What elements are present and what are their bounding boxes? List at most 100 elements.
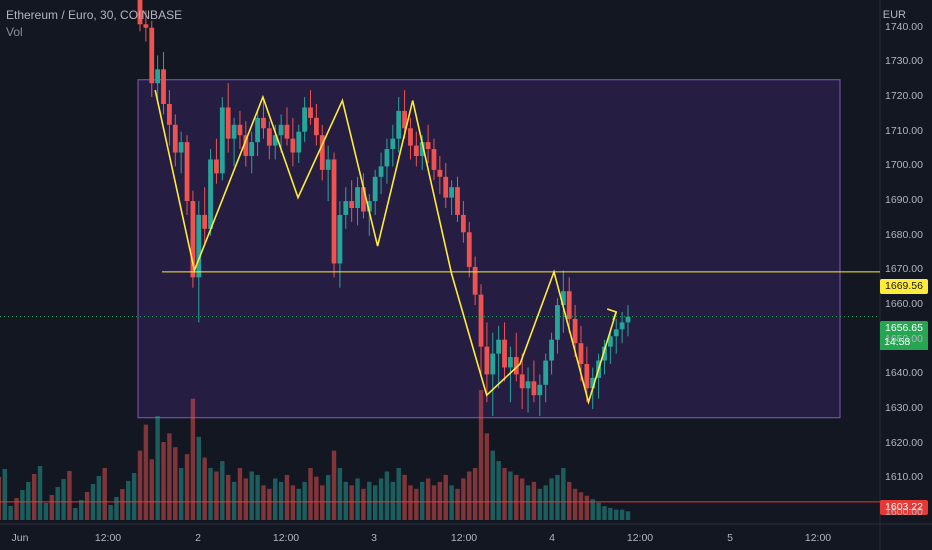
price-tick-label: 1690.00 xyxy=(885,194,923,207)
candle-body xyxy=(584,364,590,389)
candle-body xyxy=(161,69,166,104)
candle-body xyxy=(431,149,437,170)
candle-body xyxy=(149,27,155,84)
volume-bar xyxy=(519,478,525,520)
volume-bar xyxy=(367,481,372,520)
price-tick-label: 1600.00 xyxy=(885,506,923,519)
volume-bar xyxy=(278,481,284,520)
volume-bar xyxy=(514,474,519,520)
volume-bar xyxy=(402,474,407,520)
volume-bar xyxy=(79,500,84,520)
volume-bar xyxy=(408,485,413,520)
candle-body xyxy=(572,318,578,344)
time-tick-label: 5 xyxy=(727,532,733,544)
candle-countdown: 14:58 xyxy=(880,335,928,350)
candle-body xyxy=(625,316,631,323)
price-tick-label: 1620.00 xyxy=(885,436,923,449)
volume-bar xyxy=(302,481,307,520)
candle-body xyxy=(243,135,249,156)
volume-bar xyxy=(614,509,619,520)
volume-bar xyxy=(537,488,543,520)
volume-bar xyxy=(102,468,107,520)
candle-body xyxy=(337,214,343,264)
candle-body xyxy=(549,339,554,361)
volume-bar xyxy=(67,471,72,520)
candle-body xyxy=(355,187,360,208)
candle-body xyxy=(425,142,431,150)
volume-bar xyxy=(196,436,201,520)
candle-body xyxy=(249,142,255,156)
volume-indicator-label[interactable]: Vol xyxy=(6,25,23,39)
volume-bar xyxy=(455,488,460,520)
candle-body xyxy=(613,329,619,337)
candle-body xyxy=(484,346,490,375)
volume-bar xyxy=(37,466,43,520)
time-tick-label: 12:00 xyxy=(626,532,654,544)
candle-body xyxy=(225,107,231,139)
candle-body xyxy=(166,104,172,125)
candle-body xyxy=(449,187,455,198)
volume-bar xyxy=(449,485,454,520)
volume-bar xyxy=(96,476,102,520)
volume-bar xyxy=(26,482,31,520)
volume-bar xyxy=(420,481,425,520)
volume-bar xyxy=(155,416,160,520)
candle-body xyxy=(237,124,243,136)
candle-body xyxy=(496,339,502,354)
volume-bar xyxy=(437,481,443,520)
candle-body xyxy=(519,374,525,389)
volume-bar xyxy=(378,478,384,520)
candle-body xyxy=(419,142,425,156)
volume-bar xyxy=(131,473,137,520)
volume-bar xyxy=(284,474,290,520)
volume-bar xyxy=(396,468,401,520)
zigzag-arrowhead xyxy=(606,308,618,321)
candle-body xyxy=(261,117,266,129)
price-tick-label: 1730.00 xyxy=(885,55,923,68)
volume-bar xyxy=(590,499,595,520)
candle-body xyxy=(155,69,161,84)
candle-body xyxy=(308,107,313,118)
time-tick-label: 12:00 xyxy=(272,532,300,544)
volume-bar xyxy=(325,474,331,520)
volume-bar xyxy=(167,433,172,520)
price-tick-label: 1630.00 xyxy=(885,402,923,415)
candle-body xyxy=(343,201,349,215)
volume-bar xyxy=(331,450,337,520)
volume-bar xyxy=(625,511,631,520)
candle-body xyxy=(443,176,449,198)
volume-bar xyxy=(355,478,360,520)
candle-body xyxy=(390,138,396,150)
volume-bar xyxy=(561,468,566,520)
candle-body xyxy=(502,339,507,368)
candle-body xyxy=(437,169,443,177)
volume-bar xyxy=(343,481,348,520)
volume-bar xyxy=(578,492,584,520)
price-tick-label: 1700.00 xyxy=(885,159,923,172)
candle-body xyxy=(196,214,202,278)
candle-body xyxy=(478,294,484,347)
time-tick-label: 3 xyxy=(371,532,377,544)
candle-body xyxy=(296,131,302,153)
volume-bar xyxy=(173,447,178,520)
symbol-title: Ethereum / Euro, 30, COINBASE xyxy=(6,8,183,22)
volume-bar xyxy=(320,485,325,520)
volume-bar xyxy=(190,398,196,520)
volume-bar xyxy=(425,478,431,520)
volume-bar xyxy=(443,474,448,520)
horizontal-line-price-label: 1669.56 xyxy=(880,279,928,294)
volume-bar xyxy=(178,468,184,520)
volume-bar xyxy=(14,498,19,520)
volume-bar xyxy=(508,471,513,520)
time-tick-label: 4 xyxy=(549,532,555,544)
candle-body xyxy=(378,166,384,177)
volume-bar xyxy=(572,488,578,520)
volume-bar xyxy=(114,497,119,520)
candle-body xyxy=(590,377,596,389)
volume-bar xyxy=(555,474,560,520)
candle-body xyxy=(460,214,466,233)
candle-body xyxy=(413,145,419,156)
volume-bar xyxy=(567,481,572,520)
volume-bar xyxy=(596,502,601,520)
